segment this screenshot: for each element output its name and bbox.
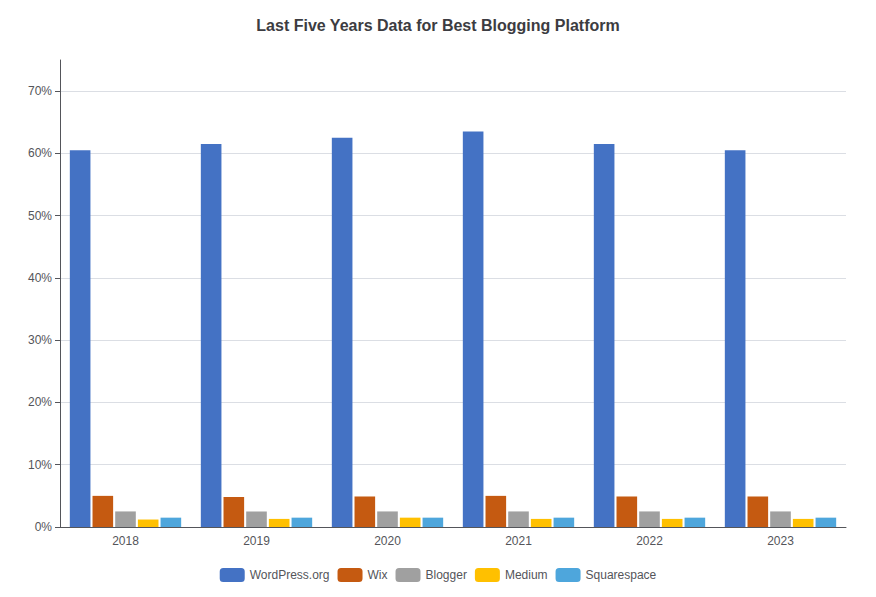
svg-text:40%: 40% xyxy=(28,271,52,285)
svg-text:Squarespace: Squarespace xyxy=(586,568,657,582)
svg-text:2020: 2020 xyxy=(374,534,401,548)
svg-text:Medium: Medium xyxy=(505,568,548,582)
svg-text:30%: 30% xyxy=(28,333,52,347)
svg-text:2021: 2021 xyxy=(505,534,532,548)
svg-text:Last Five Years Data for Best: Last Five Years Data for Best Blogging P… xyxy=(256,17,619,34)
svg-text:2018: 2018 xyxy=(112,534,139,548)
svg-text:Wix: Wix xyxy=(368,568,388,582)
svg-text:Blogger: Blogger xyxy=(426,568,467,582)
svg-text:60%: 60% xyxy=(28,146,52,160)
svg-text:2019: 2019 xyxy=(243,534,270,548)
svg-text:20%: 20% xyxy=(28,395,52,409)
svg-text:0%: 0% xyxy=(35,520,53,534)
svg-text:2023: 2023 xyxy=(767,534,794,548)
svg-text:50%: 50% xyxy=(28,209,52,223)
svg-text:WordPress.org: WordPress.org xyxy=(250,568,330,582)
svg-text:70%: 70% xyxy=(28,84,52,98)
svg-text:10%: 10% xyxy=(28,458,52,472)
svg-text:2022: 2022 xyxy=(636,534,663,548)
